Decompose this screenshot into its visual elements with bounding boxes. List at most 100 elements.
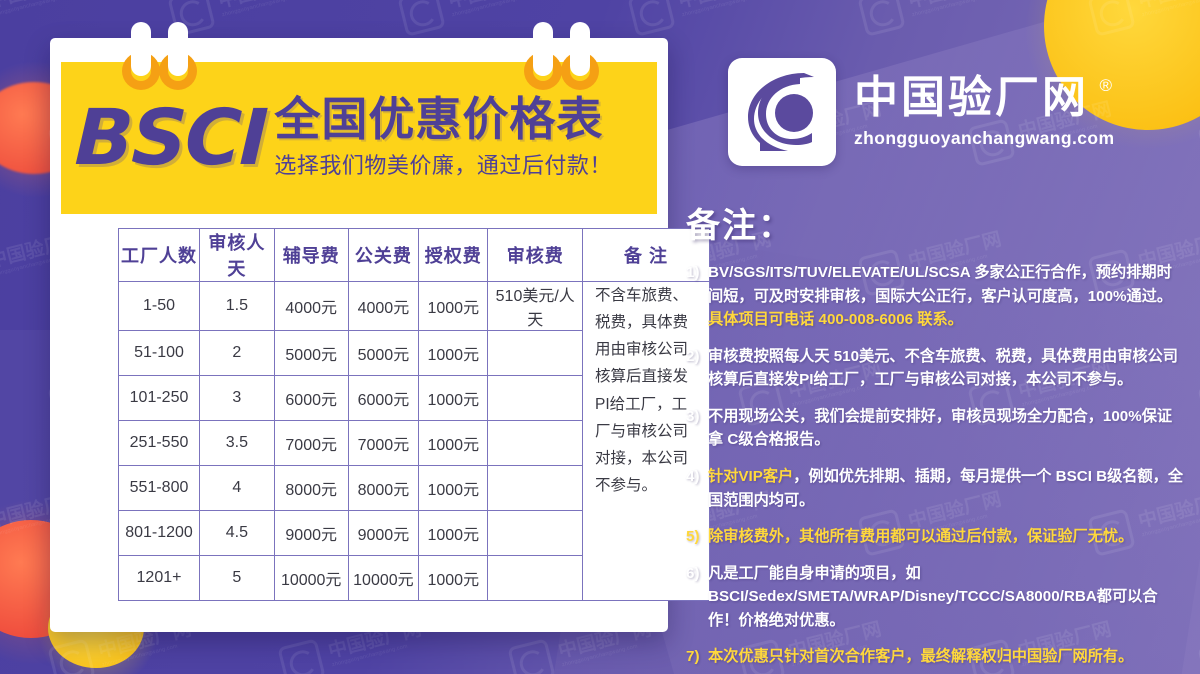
note-text: 本次优惠只针对首次合作客户，最终解释权归中国验厂网所有。: [708, 648, 1134, 666]
table-column-header-3: 公关费: [347, 228, 420, 282]
table-row: 551-800 4 8000元 8000元 1000元: [117, 465, 710, 511]
page-title: 全国优惠价格表: [274, 93, 604, 146]
table-cell-size: 1201+: [117, 555, 201, 601]
table-column-header-0: 工厂人数: [117, 228, 201, 282]
price-card: BSCI 全国优惠价格表 选择我们物美价廉，通过后付款！ 工厂人数 审核人天 辅导费…: [50, 22, 711, 632]
table-cell-audit: [487, 420, 583, 466]
table-cell-size: 251-550: [117, 420, 201, 466]
table-cell-coaching: 10000元: [273, 555, 349, 601]
note-item-1: 1) BV/SGS/ITS/TUV/ELEVATE/UL/SCSA 多家公正行合作…: [686, 261, 1186, 332]
table-cell-mandays: 4: [199, 465, 275, 511]
logo-name-cn: 中国验厂网 ®: [854, 73, 1112, 123]
table-cell-coaching: 4000元: [273, 281, 349, 331]
table-row: 251-550 3.5 7000元 7000元 1000元: [117, 420, 710, 466]
table-cell-coaching: 5000元: [273, 330, 349, 376]
table-cell-license: 1000元: [418, 281, 489, 331]
note-text: BV/SGS/ITS/TUV/ELEVATE/UL/SCSA 多家公正行合作，预…: [708, 264, 1173, 329]
table-row: 51-100 2 5000元 5000元 1000元: [117, 330, 710, 376]
table-cell-pr: 8000元: [347, 465, 420, 511]
table-row: 801-1200 4.5 9000元 9000元 1000元: [117, 510, 710, 556]
table-cell-audit: [487, 330, 583, 376]
notes-section: 备注： 1) BV/SGS/ITS/TUV/ELEVATE/UL/SCSA 多家公…: [686, 198, 1186, 674]
table-cell-pr: 10000元: [347, 555, 420, 601]
table-cell-audit: [487, 510, 583, 556]
peg-4: [570, 22, 590, 76]
table-cell-pr: 4000元: [347, 281, 420, 331]
note-number: 7): [686, 648, 700, 666]
table-cell-coaching: 7000元: [273, 420, 349, 466]
table-cell-audit: 510美元/人天: [487, 281, 583, 331]
table-cell-remark: 不含车旅费、税费，具体费用由审核公司核算后直接发PI给工厂，工厂与审核公司对接，…: [581, 281, 711, 601]
table-column-header-5: 审核费: [487, 228, 583, 282]
table-cell-coaching: 6000元: [273, 375, 349, 421]
brand-logo: 中国验厂网 ® zhongguoyanchangwang.com: [728, 58, 1114, 166]
note-number: 6): [686, 564, 700, 582]
table-cell-license: 1000元: [418, 465, 489, 511]
table-column-header-4: 授权费: [418, 228, 489, 282]
table-cell-size: 551-800: [117, 465, 201, 511]
table-cell-pr: 6000元: [347, 375, 420, 421]
page-subtitle: 选择我们物美价廉，通过后付款！: [274, 152, 612, 178]
title-banner: BSCI 全国优惠价格表 选择我们物美价廉，通过后付款！: [61, 62, 657, 214]
table-cell-pr: 5000元: [347, 330, 420, 376]
table-column-header-6: 备 注: [581, 228, 711, 282]
table-cell-mandays: 3: [199, 375, 275, 421]
table-column-header-2: 辅导费: [273, 228, 349, 282]
note-item-5: 5) 除审核费外，其他所有费用都可以通过后付款，保证验厂无忧。: [686, 525, 1186, 549]
table-cell-mandays: 4.5: [199, 510, 275, 556]
note-item-6: 6) 凡是工厂能自身申请的项目，如BSCI/Sedex/SMETA/WRAP/Di…: [686, 562, 1186, 633]
table-cell-audit: [487, 555, 583, 601]
table-cell-coaching: 8000元: [273, 465, 349, 511]
note-text: 不用现场公关，我们会提前安排好，审核员现场全力配合，100%保证拿 C级合格报告…: [708, 407, 1173, 449]
note-number: 2): [686, 347, 700, 365]
table-cell-pr: 9000元: [347, 510, 420, 556]
notes-title: 备注：: [686, 207, 794, 245]
note-number: 4): [686, 467, 700, 485]
table-cell-size: 801-1200: [117, 510, 201, 556]
logo-name-cn-text: 中国验厂网: [854, 73, 1089, 123]
table-row: 1201+ 5 10000元 10000元 1000元: [117, 555, 710, 601]
table-cell-license: 1000元: [418, 555, 489, 601]
note-number: 1): [686, 264, 700, 281]
table-cell-size: 1-50: [117, 281, 201, 331]
table-cell-mandays: 1.5: [199, 281, 275, 331]
table-cell-audit: [487, 375, 583, 421]
table-cell-audit: [487, 465, 583, 511]
table-row: 101-250 3 6000元 6000元 1000元: [117, 375, 710, 421]
peg-1: [131, 22, 151, 76]
table-cell-license: 1000元: [418, 420, 489, 466]
registered-mark-icon: ®: [1099, 76, 1115, 96]
note-number: 3): [686, 407, 700, 425]
table-cell-license: 1000元: [418, 375, 489, 421]
peg-3: [533, 22, 553, 76]
note-text: 针对VIP客户，例如优先排期、插期，每月提供一个 BSCI B级名额，全国范围内…: [708, 467, 1184, 509]
bsci-code: BSCI: [73, 93, 268, 183]
logo-url: zhongguoyanchangwang.com: [854, 127, 1115, 148]
note-text: 凡是工厂能自身申请的项目，如BSCI/Sedex/SMETA/WRAP/Disn…: [708, 564, 1158, 629]
table-cell-size: 101-250: [117, 375, 201, 421]
table-cell-coaching: 9000元: [273, 510, 349, 556]
logo-swoosh-icon: [748, 73, 814, 151]
note-number: 5): [686, 528, 700, 546]
notes-list: 1) BV/SGS/ITS/TUV/ELEVATE/UL/SCSA 多家公正行合作…: [686, 261, 1186, 669]
note-highlight-tail: 具体项目可电话 400-008-6006 联系。: [708, 311, 963, 329]
table-cell-mandays: 5: [199, 555, 275, 601]
table-cell-mandays: 3.5: [199, 420, 275, 466]
note-item-3: 3) 不用现场公关，我们会提前安排好，审核员现场全力配合，100%保证拿 C级合格…: [686, 405, 1186, 452]
price-table: 工厂人数 审核人天 辅导费 公关费 授权费 审核费备 注 1-50 1.5 4000元 4000…: [117, 228, 711, 601]
note-text: 除审核费外，其他所有费用都可以通过后付款，保证验厂无忧。: [708, 528, 1134, 546]
note-item-7: 7) 本次优惠只针对首次合作客户，最终解释权归中国验厂网所有。: [686, 645, 1186, 669]
table-cell-pr: 7000元: [347, 420, 420, 466]
table-row: 1-50 1.5 4000元 4000元 1000元 510美元/人天 不含车旅费、税费，具…: [117, 281, 711, 601]
card-binding-pegs: [50, 22, 668, 90]
table-header-row: 工厂人数 审核人天 辅导费 公关费 授权费 审核费备 注: [117, 228, 711, 282]
table-column-header-1: 审核人天: [199, 228, 275, 282]
note-text: 审核费按照每人天 510美元、不含车旅费、税费，具体费用由审核公司核算后直接发P…: [708, 347, 1178, 389]
table-cell-license: 1000元: [418, 510, 489, 556]
logo-mark-icon: [728, 58, 836, 166]
peg-2: [168, 22, 188, 76]
table-cell-size: 51-100: [117, 330, 201, 376]
note-item-2: 2) 审核费按照每人天 510美元、不含车旅费、税费，具体费用由审核公司核算后直接…: [686, 345, 1186, 392]
note-item-4: 4) 针对VIP客户，例如优先排期、插期，每月提供一个 BSCI B级名额，全国范…: [686, 465, 1186, 512]
